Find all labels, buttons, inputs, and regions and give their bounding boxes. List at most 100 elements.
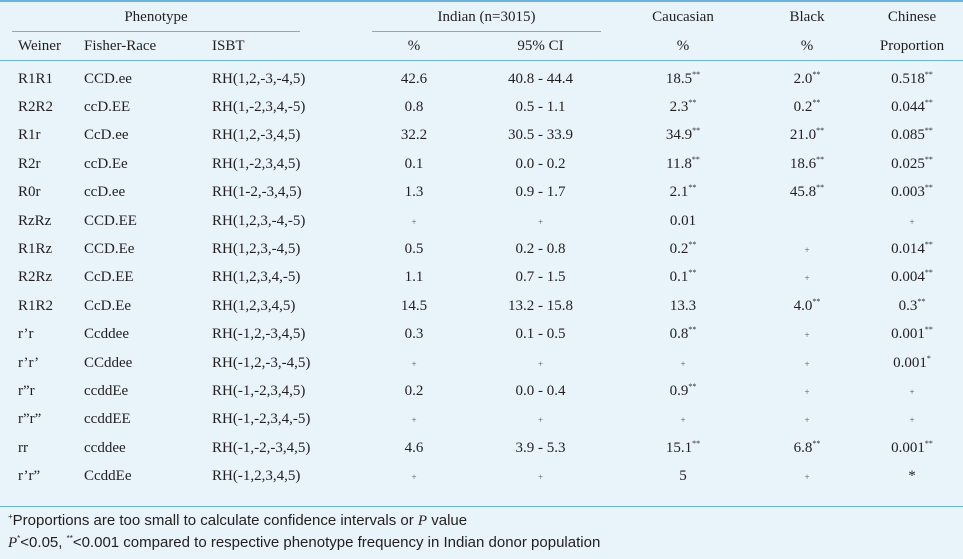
cell-ind-pct: + bbox=[411, 358, 417, 369]
cell-fisher: CCD.ee bbox=[84, 70, 132, 87]
table-row: R1R1 CCD.ee RH(1,2,-3,-4,5) 42.6 40.8 - 44.4… bbox=[0, 65, 963, 93]
cell-cau: 34.9** bbox=[665, 126, 701, 144]
cell-fisher: ccddEe bbox=[84, 382, 129, 399]
chinese-header: Chinese bbox=[887, 8, 937, 25]
cell-isbt: RH(1,2,3,-4,5) bbox=[212, 241, 301, 258]
cell-ind-ci: 0.5 - 1.1 bbox=[515, 99, 566, 116]
cell-cau: + bbox=[680, 358, 686, 369]
cell-isbt: RH(1,2,-3,4,5) bbox=[212, 127, 301, 144]
cell-isbt: RH(1,2,3,4,-5) bbox=[212, 269, 301, 286]
cell-isbt: RH(-1,2,-3,4,5) bbox=[212, 326, 306, 343]
caucasian-pct-header: % bbox=[613, 32, 753, 61]
cell-blk: 45.8** bbox=[789, 183, 825, 201]
isbt-header: ISBT bbox=[200, 32, 360, 61]
cell-blk: + bbox=[804, 415, 810, 426]
cell-cau: 0.8** bbox=[669, 325, 697, 343]
cell-weiner: R1R1 bbox=[18, 70, 54, 87]
table-row: R1r CcD.ee RH(1,2,-3,4,5) 32.2 30.5 - 33.9 34… bbox=[0, 122, 963, 150]
cell-ind-ci: 30.5 - 33.9 bbox=[508, 127, 573, 144]
cell-blk: 21.0** bbox=[789, 126, 825, 144]
cell-ind-ci: 40.8 - 44.4 bbox=[508, 70, 573, 87]
cell-ind-pct: 4.6 bbox=[404, 439, 424, 456]
cell-cau: 13.3 bbox=[669, 297, 697, 314]
table-row: R2r ccD.Ee RH(1,-2,3,4,5) 0.1 0.0 - 0.2 11.8*… bbox=[0, 150, 963, 178]
cell-blk: + bbox=[804, 472, 810, 483]
cell-weiner: r’r” bbox=[18, 468, 41, 485]
cell-chi: + bbox=[909, 415, 915, 426]
header-row-1: Phenotype Indian (n=3015) Caucasian Blac… bbox=[0, 2, 963, 32]
table-row: R0r ccD.ee RH(1-2,-3,4,5) 1.3 0.9 - 1.7 2.1**… bbox=[0, 179, 963, 207]
cell-chi: * bbox=[908, 468, 916, 485]
cell-isbt: RH(-1,2,-3,-4,5) bbox=[212, 354, 311, 371]
cell-weiner: R1r bbox=[18, 127, 41, 144]
fisher-race-header: Fisher-Race bbox=[84, 32, 200, 61]
cell-fisher: CCddee bbox=[84, 354, 133, 371]
cell-ind-ci: + bbox=[537, 415, 544, 426]
cell-chi: 0.001* bbox=[893, 353, 931, 371]
footnotes: +Proportions are too small to calculate … bbox=[8, 510, 600, 554]
table-row: r”r ccddEe RH(-1,-2,3,4,5) 0.2 0.0 - 0.4 0.9*… bbox=[0, 377, 963, 405]
cell-cau: 5 bbox=[679, 468, 687, 485]
phenotype-header: Phenotype bbox=[12, 3, 300, 32]
cell-ind-pct: 0.3 bbox=[404, 326, 424, 343]
cell-weiner: R2R2 bbox=[18, 99, 54, 116]
cell-blk: 18.6** bbox=[789, 154, 825, 172]
cell-fisher: ccddEE bbox=[84, 411, 131, 428]
cell-ind-ci: + bbox=[537, 216, 544, 227]
cell-chi: 0.014** bbox=[891, 240, 933, 258]
cell-isbt: RH(1,2,3,-4,-5) bbox=[212, 212, 306, 229]
table-row: RzRz CCD.EE RH(1,2,3,-4,-5) + +0.01 + bbox=[0, 207, 963, 235]
cell-fisher: CcD.EE bbox=[84, 269, 134, 286]
caucasian-header: Caucasian bbox=[652, 8, 714, 25]
cell-weiner: RzRz bbox=[18, 212, 52, 229]
cell-chi: 0.085** bbox=[891, 126, 933, 144]
table-row: R2R2 ccD.EE RH(1,-2,3,4,-5) 0.8 0.5 - 1.1 2.3… bbox=[0, 93, 963, 121]
cell-ind-pct: + bbox=[411, 472, 417, 483]
cell-cau: 11.8** bbox=[666, 154, 700, 172]
cell-fisher: ccD.ee bbox=[84, 184, 126, 201]
cell-isbt: RH(-1,-2,3,4,-5) bbox=[212, 411, 311, 428]
cell-ind-pct: + bbox=[411, 415, 417, 426]
table-row: r’r” CcddEe RH(-1,2,3,4,5) + +5 + * bbox=[0, 462, 963, 490]
cell-ind-pct: 1.3 bbox=[404, 184, 424, 201]
cell-isbt: RH(-1,-2,-3,4,5) bbox=[212, 439, 311, 456]
cell-cau: 15.1** bbox=[665, 438, 701, 456]
cell-fisher: CcD.ee bbox=[84, 127, 129, 144]
cell-cau: 2.1** bbox=[669, 183, 697, 201]
cell-blk: 4.0** bbox=[793, 296, 821, 314]
cell-weiner: r’r’ bbox=[18, 354, 40, 371]
cell-weiner: r’r bbox=[18, 326, 34, 343]
cell-weiner: r”r” bbox=[18, 411, 42, 428]
cell-fisher: ccD.EE bbox=[84, 99, 131, 116]
cell-weiner: R2Rz bbox=[18, 269, 53, 286]
cell-blk: 0.2** bbox=[793, 98, 821, 116]
table-row: R2Rz CcD.EE RH(1,2,3,4,-5) 1.1 0.7 - 1.5 0.1*… bbox=[0, 264, 963, 292]
cell-ind-pct: + bbox=[411, 216, 417, 227]
cell-weiner: R2r bbox=[18, 155, 41, 172]
table-row: R1Rz CCD.Ee RH(1,2,3,-4,5) 0.5 0.2 - 0.8 0.2*… bbox=[0, 235, 963, 263]
footnote-2: P*<0.05, **<0.001 compared to respective… bbox=[8, 534, 601, 551]
cell-weiner: r”r bbox=[18, 382, 35, 399]
cell-ind-pct: 0.1 bbox=[404, 155, 424, 172]
header-row-2: Weiner Fisher-Race ISBT % 95% CI % % Pro… bbox=[0, 32, 963, 61]
cell-weiner: R1Rz bbox=[18, 241, 53, 258]
cell-cau: 2.3** bbox=[669, 98, 697, 116]
cell-ind-ci: 0.7 - 1.5 bbox=[515, 269, 566, 286]
cell-cau: 0.9** bbox=[669, 381, 697, 399]
cell-ind-pct: 42.6 bbox=[400, 70, 428, 87]
cell-blk: 6.8** bbox=[793, 438, 821, 456]
cell-weiner: R0r bbox=[18, 184, 41, 201]
cell-ind-pct: 0.2 bbox=[404, 382, 424, 399]
weiner-header: Weiner bbox=[0, 32, 84, 61]
indian-ci-header: 95% CI bbox=[468, 32, 613, 61]
cell-blk: + bbox=[804, 358, 810, 369]
cell-ind-ci: 13.2 - 15.8 bbox=[508, 297, 573, 314]
cell-weiner: R1R2 bbox=[18, 297, 54, 314]
cell-isbt: RH(1,2,-3,-4,5) bbox=[212, 70, 306, 87]
cell-chi: 0.004** bbox=[891, 268, 933, 286]
black-pct-header: % bbox=[753, 32, 861, 61]
cell-ind-ci: 0.0 - 0.4 bbox=[515, 382, 566, 399]
cell-ind-pct: 1.1 bbox=[404, 269, 424, 286]
cell-ind-ci: 3.9 - 5.3 bbox=[515, 439, 566, 456]
